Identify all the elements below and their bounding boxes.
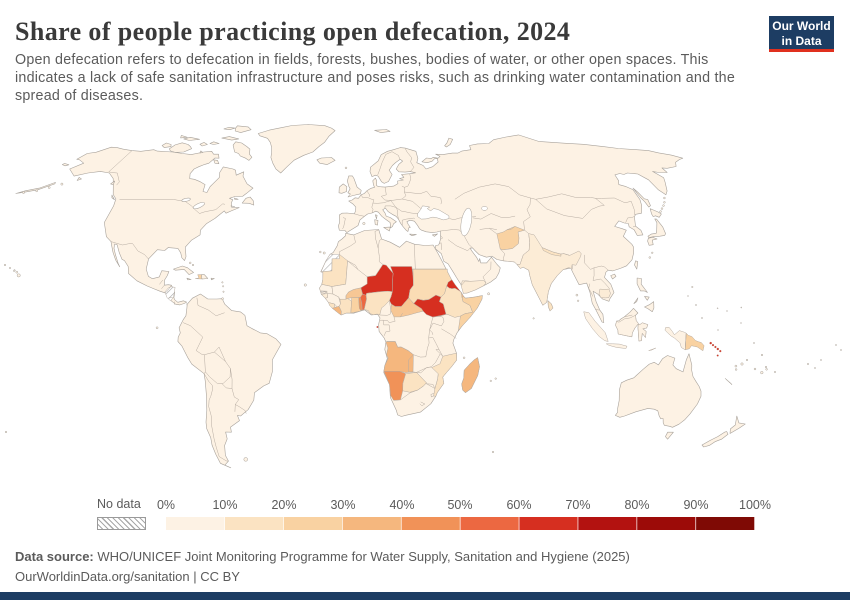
- svg-text:80%: 80%: [624, 498, 649, 512]
- svg-text:70%: 70%: [565, 498, 590, 512]
- svg-text:10%: 10%: [212, 498, 237, 512]
- svg-text:60%: 60%: [506, 498, 531, 512]
- svg-text:30%: 30%: [330, 498, 355, 512]
- svg-text:0%: 0%: [157, 498, 175, 512]
- svg-text:40%: 40%: [389, 498, 414, 512]
- svg-text:90%: 90%: [683, 498, 708, 512]
- svg-text:100%: 100%: [739, 498, 771, 512]
- svg-text:20%: 20%: [271, 498, 296, 512]
- svg-text:50%: 50%: [447, 498, 472, 512]
